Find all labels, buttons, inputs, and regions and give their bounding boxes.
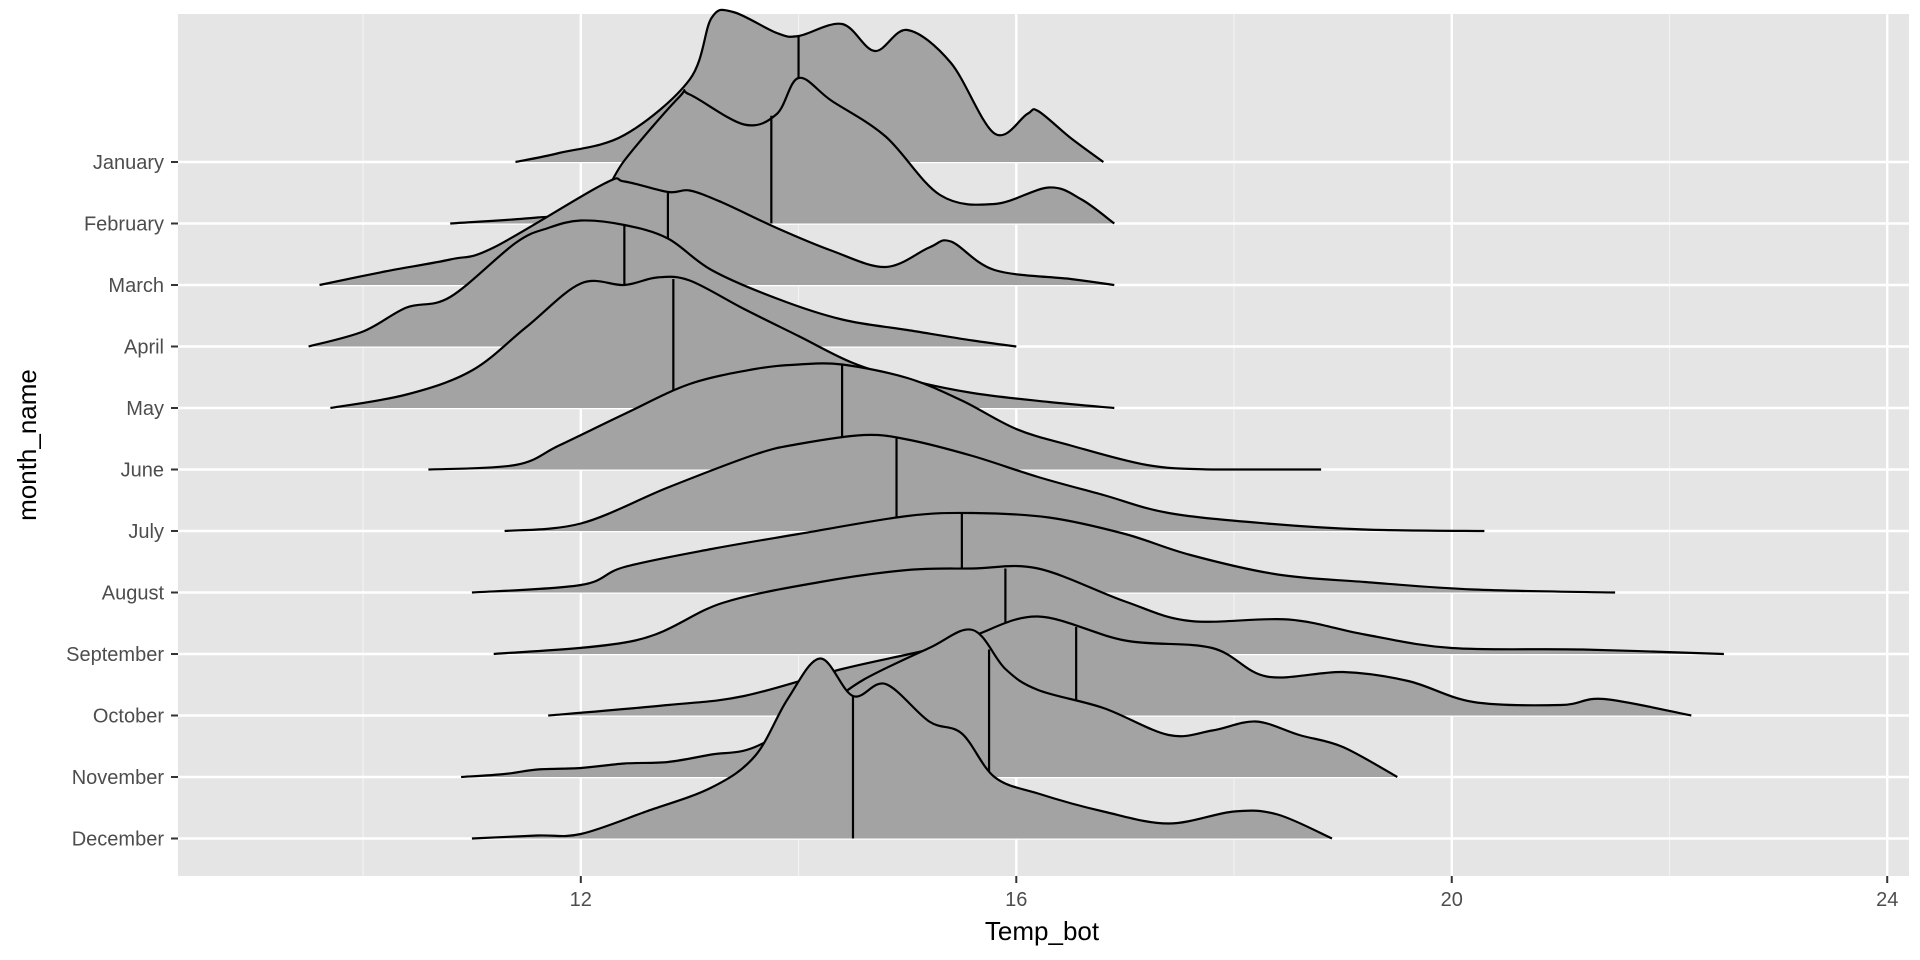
ridge-outline-may [330,275,1115,410]
y-tick-label: October [93,706,164,728]
ridge-outline-july [504,433,1485,533]
y-tick-label: August [102,583,165,605]
ridge-outline-october [548,615,1692,717]
ridge-outline-march [319,177,1115,287]
ridge-fill-july [504,434,1485,531]
ridge-december [471,657,1333,840]
y-tick-label: July [128,521,164,543]
ridge-fill-december [471,658,1332,839]
y-tick-label: January [93,152,164,174]
x-tick-label: 24 [1876,889,1898,911]
ridge-may [330,275,1115,410]
y-tick-label: December [72,829,165,851]
x-axis-title: Temp_bot [985,916,1100,946]
ridge-fill-may [330,276,1115,408]
ridge-fill-november [461,629,1398,777]
ridge-outline-august [471,511,1616,594]
y-tick-label: February [84,214,164,236]
ridge-july [504,433,1485,533]
ridge-november [461,628,1398,779]
ridges [308,8,1724,840]
ridge-fill-june [428,363,1322,470]
ridge-fill-september [493,566,1724,654]
y-tick-label: November [72,767,165,789]
y-axis-title: month_name [12,369,42,521]
ridge-fill-august [471,512,1616,593]
y-tick-label: September [66,644,164,666]
y-axis-ticks: January February March April May June July Augu… [66,152,178,851]
y-tick-label: May [126,398,164,420]
x-tick-label: 20 [1441,889,1463,911]
y-tick-label: March [108,275,164,297]
ridge-outline-november [461,628,1398,779]
ridge-outline-december [471,657,1333,840]
x-tick-label: 16 [1005,889,1027,911]
y-tick-label: June [121,460,164,482]
ridge-outline-january [515,8,1105,164]
x-axis-ticks: 12 16 20 24 [570,876,1898,911]
x-tick-label: 12 [570,889,592,911]
y-tick-label: April [124,337,164,359]
ridge-outline-september [493,564,1724,656]
